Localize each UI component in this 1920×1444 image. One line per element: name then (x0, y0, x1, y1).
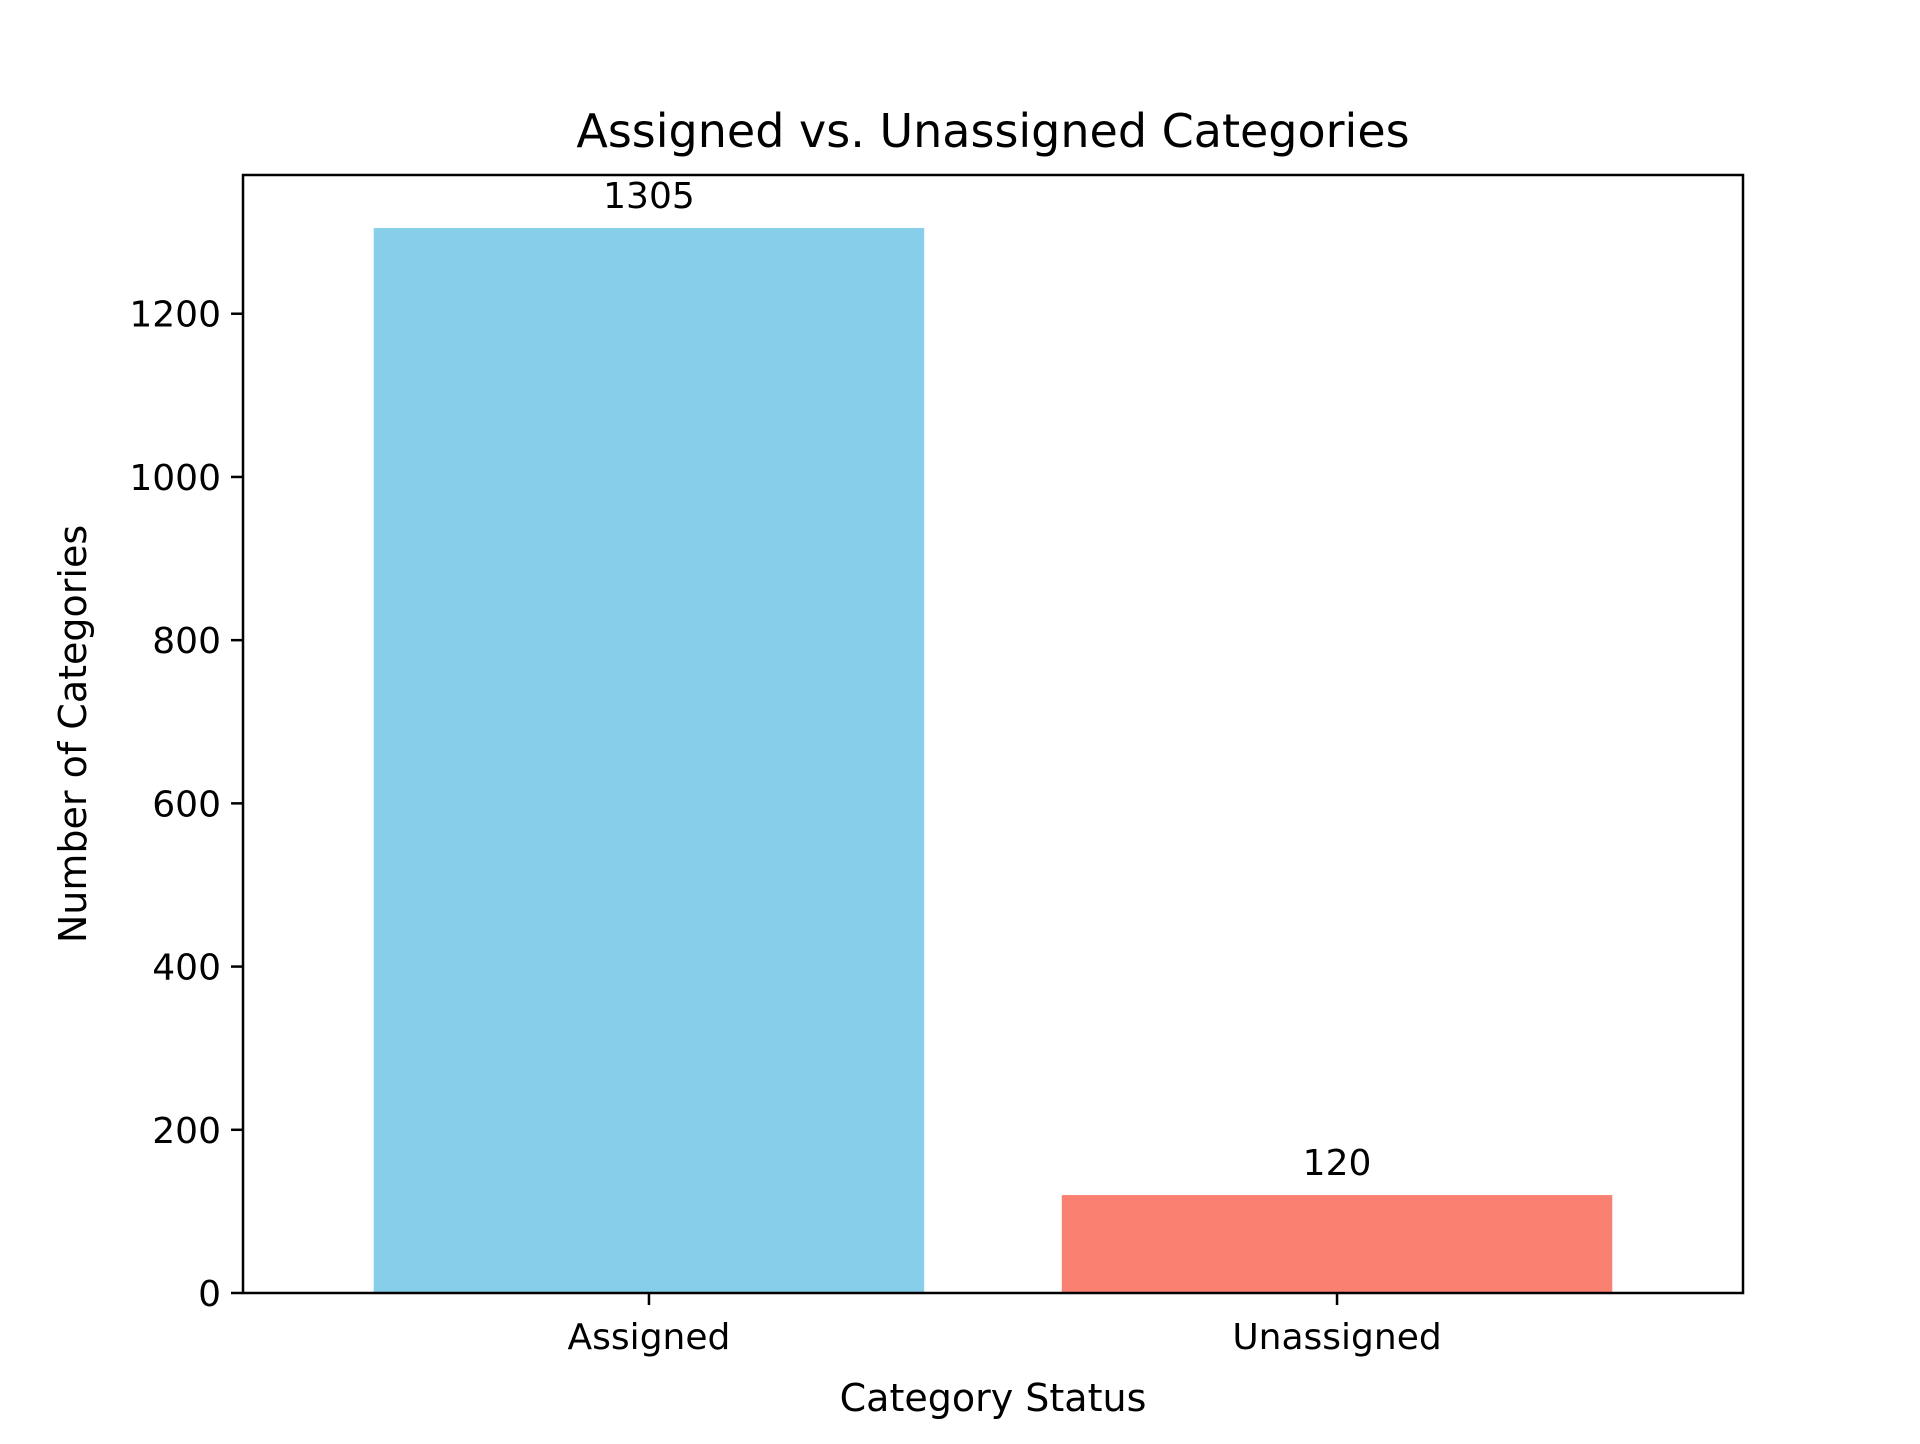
y-tick-label-400: 400 (152, 948, 221, 989)
y-tick-label-800: 800 (152, 621, 221, 662)
plot-frame (241, 173, 1745, 1295)
y-tick-label-0: 0 (198, 1274, 221, 1315)
data-label-assigned: 1305 (603, 176, 695, 217)
y-axis-ticks: 0 200 400 600 800 1000 1200 (129, 295, 243, 1315)
chart-title: Assigned vs. Unassigned Categories (576, 104, 1409, 158)
y-tick-label-1200: 1200 (129, 295, 221, 336)
bar-unassigned (1061, 1195, 1613, 1293)
y-tick-label-200: 200 (152, 1111, 221, 1152)
y-tick-label-1000: 1000 (129, 458, 221, 499)
y-tick-label-600: 600 (152, 784, 221, 825)
x-axis-ticks: Assigned Unassigned (568, 1293, 1442, 1358)
x-axis-label: Category Status (840, 1376, 1147, 1420)
data-labels-layer: 1305 120 (603, 176, 1371, 1184)
bars-layer (373, 228, 1613, 1293)
x-tick-label-assigned: Assigned (568, 1317, 731, 1358)
bar-assigned (373, 228, 925, 1293)
data-label-unassigned: 120 (1303, 1143, 1372, 1184)
y-axis-label: Number of Categories (51, 525, 95, 943)
x-tick-label-unassigned: Unassigned (1232, 1317, 1441, 1358)
